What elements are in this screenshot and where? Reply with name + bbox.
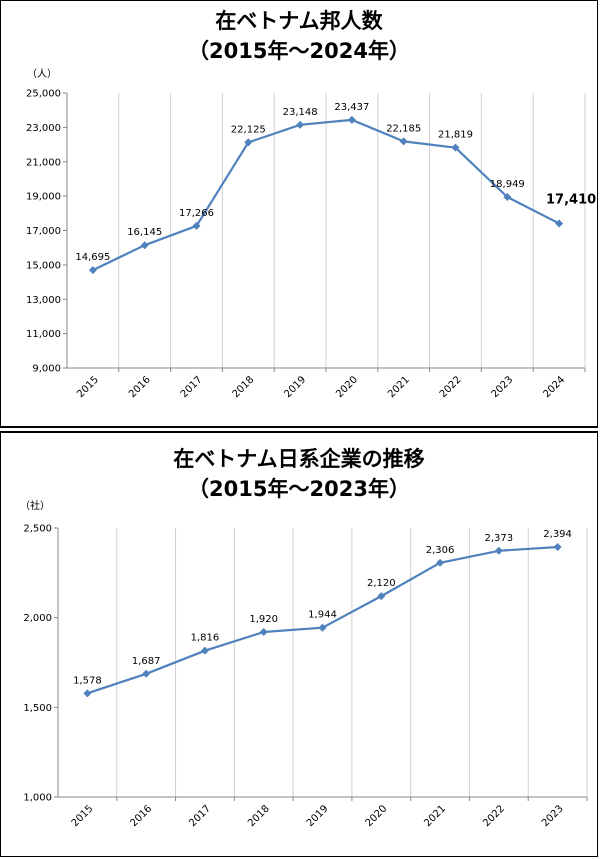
chart2-data-point [259,628,268,637]
chart1-data-label: 16,145 [127,227,162,238]
chart1-xtick-label: 2024 [541,374,567,400]
chart1-xtick-label: 2018 [231,374,257,400]
chart2-data-point [318,623,327,632]
chart1-xtick-label: 2022 [438,374,464,400]
chart2-data-label: 1,944 [308,610,337,621]
chart1-data-label: 22,185 [386,123,421,134]
chart2-data-point [83,689,92,698]
chart1-ytick-label: 25,000 [26,89,61,100]
chart1-ytick-label: 23,000 [26,123,61,134]
chart1-xtick-label: 2016 [127,374,153,400]
chart2-xtick-label: 2016 [129,803,155,829]
chart1-xtick-label: 2021 [386,374,412,400]
chart2-data-label: 1,687 [132,656,161,667]
chart1-ytick-label: 11,000 [26,329,61,340]
chart2-title: 在ベトナム日系企業の推移 [173,447,425,471]
chart2-data-point [436,558,445,567]
chart2-xtick-label: 2018 [246,803,272,829]
chart1-ytick-label: 13,000 [26,295,61,306]
chart1-data-point [555,219,564,228]
chart1-xtick-label: 2019 [282,374,308,400]
chart1-subtitle: （2015年～2024年） [188,39,410,63]
chart1-series-line [92,118,560,272]
japanese-companies-chart-panel: 在ベトナム日系企業の推移 （2015年～2023年） （社） 1,000 1,500… [0,431,598,857]
chart1-data-label: 18,949 [490,179,525,190]
chart2-xtick-label: 2021 [422,803,448,829]
chart2-data-label: 2,373 [485,533,514,544]
chart1-ytick-label: 15,000 [26,260,61,271]
chart2-xtick-label: 2015 [70,803,96,829]
chart2-data-point [142,669,151,678]
chart1-data-label: 22,125 [231,124,266,135]
chart1-data-point [192,221,201,230]
chart2-plot: （社） 1,000 1,500 2,000 2,500 2015 2016 2017 2018 2… [20,499,588,829]
chart1-xtick-label: 2015 [75,374,101,400]
chart1-data-point [296,120,305,129]
chart2-xtick-label: 2020 [364,803,390,829]
chart1-data-label: 21,819 [438,130,473,141]
chart1-title: 在ベトナム邦人数 [215,9,383,33]
chart2-ytick-label: 1,000 [23,793,52,804]
chart2-data-point [553,543,562,552]
chart1-data-label: 14,695 [75,252,110,263]
chart1-unit-label: （人） [27,68,57,80]
chart1-xtick-label: 2017 [179,374,205,400]
chart2-ytick-label: 1,500 [23,703,52,714]
chart2-data-label: 1,816 [191,633,220,644]
chart1-data-point [244,138,253,147]
chart1-data-point [451,143,460,152]
chart2-xtick-label: 2022 [481,803,507,829]
chart2-unit-label: （社） [20,499,50,512]
japanese-residents-chart-panel: 在ベトナム邦人数 （2015年～2024年） （人） 9,000 11,000 13,… [0,0,598,428]
chart1-ytick-label: 21,000 [26,157,61,168]
chart1-data-point [88,266,97,275]
chart1-data-label: 23,437 [334,102,369,113]
chart1-xtick-label: 2023 [490,374,516,400]
chart2-data-label: 2,120 [367,578,396,589]
chart1-data-label: 23,148 [283,107,318,118]
chart2-xtick-label: 2017 [187,803,213,829]
chart1-data-point [140,241,149,250]
chart2-xtick-label: 2019 [305,803,331,829]
chart1-plot: （人） 9,000 11,000 13,000 15,000 17,000 19,000 21… [26,68,596,400]
chart1-data-point [503,193,512,202]
chart2-data-point [494,546,503,555]
chart2-data-label: 2,306 [426,545,455,556]
chart1-ytick-label: 9,000 [32,364,61,375]
chart1-data-point [347,115,356,124]
chart2-ytick-label: 2,000 [23,613,52,624]
chart2-ytick-label: 2,500 [23,524,52,535]
chart2-xtick-label: 2023 [540,803,566,829]
chart2-subtitle: （2015年～2023年） [188,477,410,501]
chart2-data-label: 1,920 [249,614,278,625]
chart1-xtick-label: 2020 [334,374,360,400]
chart2-data-point [200,646,209,655]
chart1-data-label: 17,410 [546,192,596,207]
chart1-ytick-label: 19,000 [26,192,61,203]
chart2-data-label: 1,578 [73,675,102,686]
chart1-data-point [399,137,408,146]
chart2-data-point [377,592,386,601]
chart1-data-label: 17,266 [179,208,214,219]
chart1-ytick-label: 17,000 [26,226,61,237]
chart2-data-label: 2,394 [543,529,572,540]
